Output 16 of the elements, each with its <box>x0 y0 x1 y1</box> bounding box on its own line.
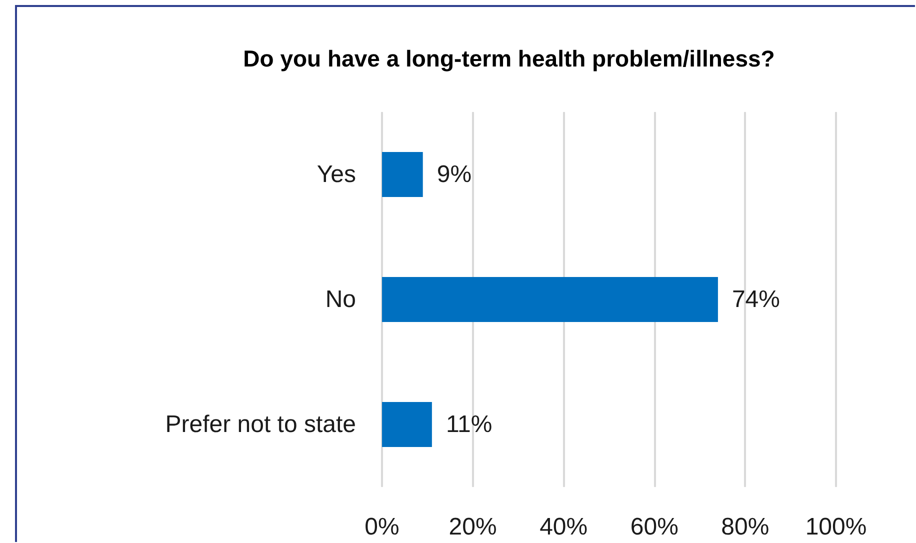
x-tick-label: 60% <box>630 514 678 540</box>
y-tick-label: Yes <box>316 161 356 188</box>
x-tick-label: 20% <box>448 514 497 540</box>
y-tick-label: No <box>325 286 356 313</box>
x-tick-label: 40% <box>540 514 588 540</box>
chart-title: Do you have a long-term health problem/illness? <box>243 46 775 72</box>
bar <box>382 402 432 447</box>
bar <box>382 152 423 197</box>
x-tick-label: 80% <box>721 514 770 540</box>
data-label: 9% <box>436 161 472 188</box>
x-tick-label: 100% <box>805 514 867 540</box>
y-tick-label: Prefer not to state <box>165 411 356 438</box>
data-label: 11% <box>446 411 492 438</box>
data-label: 74% <box>732 286 780 313</box>
x-tick-label: 0% <box>364 514 400 540</box>
bar <box>382 277 718 322</box>
